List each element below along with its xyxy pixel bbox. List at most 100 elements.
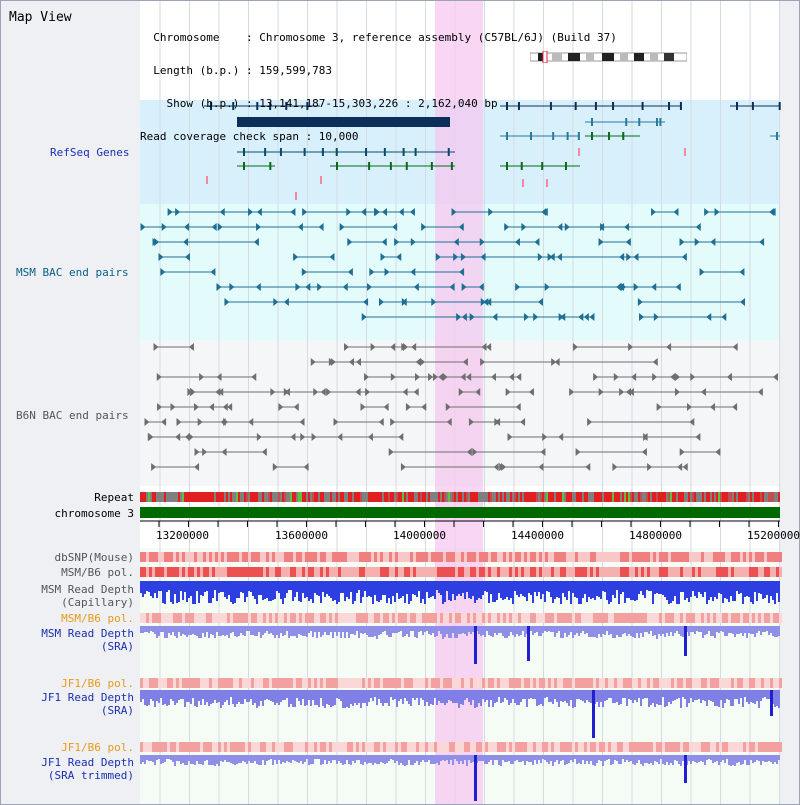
jf1-trimmed-depth xyxy=(658,755,660,764)
refseq-genes-label[interactable]: RefSeq Genes xyxy=(50,146,130,159)
b6n-bac-end xyxy=(446,418,452,426)
msm-b6-pol-strip xyxy=(665,567,668,577)
jf1-b6-pol-strip xyxy=(494,742,497,752)
jf1-trimmed-depth xyxy=(252,755,254,763)
gene-exon xyxy=(232,102,235,110)
msm-sra-depth xyxy=(264,626,266,633)
b6n-bac-end xyxy=(642,433,648,441)
repeat-segment xyxy=(354,492,356,502)
dbsnp-strip xyxy=(470,552,473,562)
msm-b6-pol-label-2[interactable]: MSM/B6 pol. xyxy=(61,612,134,625)
msm-b6-pol-strip xyxy=(536,613,539,623)
msm-capillary-depth xyxy=(386,581,388,603)
msm-sra-depth xyxy=(470,626,472,634)
jf1-trimmed-depth xyxy=(218,755,220,766)
jf1-trimmed-depth xyxy=(376,755,378,764)
msm-capillary-depth xyxy=(196,581,198,591)
jf1-trimmed-depth xyxy=(342,755,344,765)
chromosome-ideogram[interactable] xyxy=(530,51,687,63)
msm-bac-end-pairs-label[interactable]: MSM BAC end pairs xyxy=(16,266,129,279)
msm-sra-depth xyxy=(748,626,750,633)
msm-read-depth-sra-label[interactable]: MSM Read Depth xyxy=(41,627,134,640)
msm-b6-pol-strip xyxy=(512,567,515,577)
msm-b6-pol-strip xyxy=(401,567,404,577)
msm-read-depth-capillary-label[interactable]: MSM Read Depth xyxy=(41,583,134,596)
msm-sra-depth xyxy=(336,626,338,636)
repeat-segment xyxy=(442,492,444,502)
jf1-sra-depth xyxy=(332,690,334,706)
msm-sra-depth xyxy=(436,626,438,636)
jf1-trimmed-depth xyxy=(524,755,526,765)
jf1-trimmed-depth xyxy=(472,755,474,762)
jf1-sra-depth xyxy=(194,690,196,706)
gene-exon xyxy=(210,102,212,110)
repeat-segment xyxy=(422,492,424,502)
msm-b6-pol-strip xyxy=(434,567,437,577)
msm-b6-pol-strip xyxy=(155,567,158,577)
msm-bac-end xyxy=(598,238,604,246)
jf1-sra-depth xyxy=(432,690,434,705)
jf1-trimmed-depth xyxy=(770,755,772,762)
jf1-trimmed-depth xyxy=(512,755,514,764)
dbsnp-strip xyxy=(377,552,380,562)
b6n-bac-end-pairs-label[interactable]: B6N BAC end pairs xyxy=(16,409,129,422)
jf1-b6-pol-strip xyxy=(359,678,362,688)
jf1-b6-pol-strip xyxy=(641,678,644,688)
jf1-b6-pol-strip xyxy=(188,678,191,688)
dbsnp-strip xyxy=(497,552,500,562)
jf1-read-depth-trimmed-label[interactable]: JF1 Read Depth xyxy=(41,756,134,769)
jf1-read-depth-sra-label[interactable]: JF1 Read Depth xyxy=(41,691,134,704)
msm-b6-pol-strip xyxy=(359,613,362,623)
msm-bac-end xyxy=(224,298,230,306)
msm-sra-depth xyxy=(456,626,458,638)
jf1-b6-pol-strip xyxy=(278,678,281,688)
repeat-segment xyxy=(482,492,484,502)
jf1-b6-pol-strip xyxy=(230,678,233,688)
msm-capillary-depth xyxy=(728,581,730,602)
b6n-bac-end xyxy=(272,463,278,471)
jf1-b6-pol-strip xyxy=(605,678,608,688)
msm-sra-depth xyxy=(544,626,546,631)
jf1-b6-pol-strip xyxy=(158,678,161,688)
msm-sra-depth xyxy=(480,626,482,636)
msm-b6-pol-strip xyxy=(284,567,287,577)
msm-b6-pol-strip xyxy=(578,567,581,577)
gene-block-large xyxy=(237,117,450,127)
jf1-b6-pol-label-2[interactable]: JF1/B6 pol. xyxy=(61,741,134,754)
msm-sra-depth xyxy=(698,626,700,632)
msm-b6-pol-strip xyxy=(269,567,272,577)
repeat-label[interactable]: Repeat xyxy=(94,491,134,504)
msm-b6-pol-strip xyxy=(335,567,338,577)
jf1-b6-pol-strip xyxy=(281,742,284,752)
msm-sra-depth xyxy=(754,626,756,637)
jf1-sra-depth xyxy=(168,690,170,705)
msm-sra-depth xyxy=(170,626,172,635)
refseq-mark xyxy=(295,192,297,200)
dbsnp-label[interactable]: dbSNP(Mouse) xyxy=(54,551,134,564)
msm-bac-end xyxy=(739,268,745,276)
repeat-segment xyxy=(486,492,488,502)
msm-sra-depth xyxy=(608,626,610,635)
jf1-b6-pol-label-1[interactable]: JF1/B6 pol. xyxy=(61,677,134,690)
jf1-trimmed-depth xyxy=(454,755,456,759)
msm-capillary-depth xyxy=(268,581,270,601)
jf1-b6-pol-strip xyxy=(242,742,245,752)
jf1-trimmed-depth xyxy=(440,755,442,761)
b6n-bac-end xyxy=(151,463,157,471)
dbsnp-strip xyxy=(623,552,626,562)
msm-sra-depth xyxy=(618,626,620,637)
repeat-segment xyxy=(676,492,678,502)
msm-b6-pol-strip xyxy=(503,567,506,577)
msm-capillary-depth xyxy=(148,581,150,592)
jf1-b6-pol-strip xyxy=(749,678,752,688)
jf1-b6-pol-strip xyxy=(569,742,572,752)
jf1-trimmed-depth xyxy=(202,755,204,765)
msm-b6-pol-label-1[interactable]: MSM/B6 pol. xyxy=(61,566,134,579)
jf1-b6-pol-strip xyxy=(650,678,653,688)
jf1-sra-depth xyxy=(632,690,634,703)
repeat-segment xyxy=(606,492,608,502)
jf1-b6-pol-strip xyxy=(401,742,404,752)
msm-b6-pol-strip xyxy=(575,567,578,577)
chromosome-label[interactable]: chromosome 3 xyxy=(54,507,134,520)
